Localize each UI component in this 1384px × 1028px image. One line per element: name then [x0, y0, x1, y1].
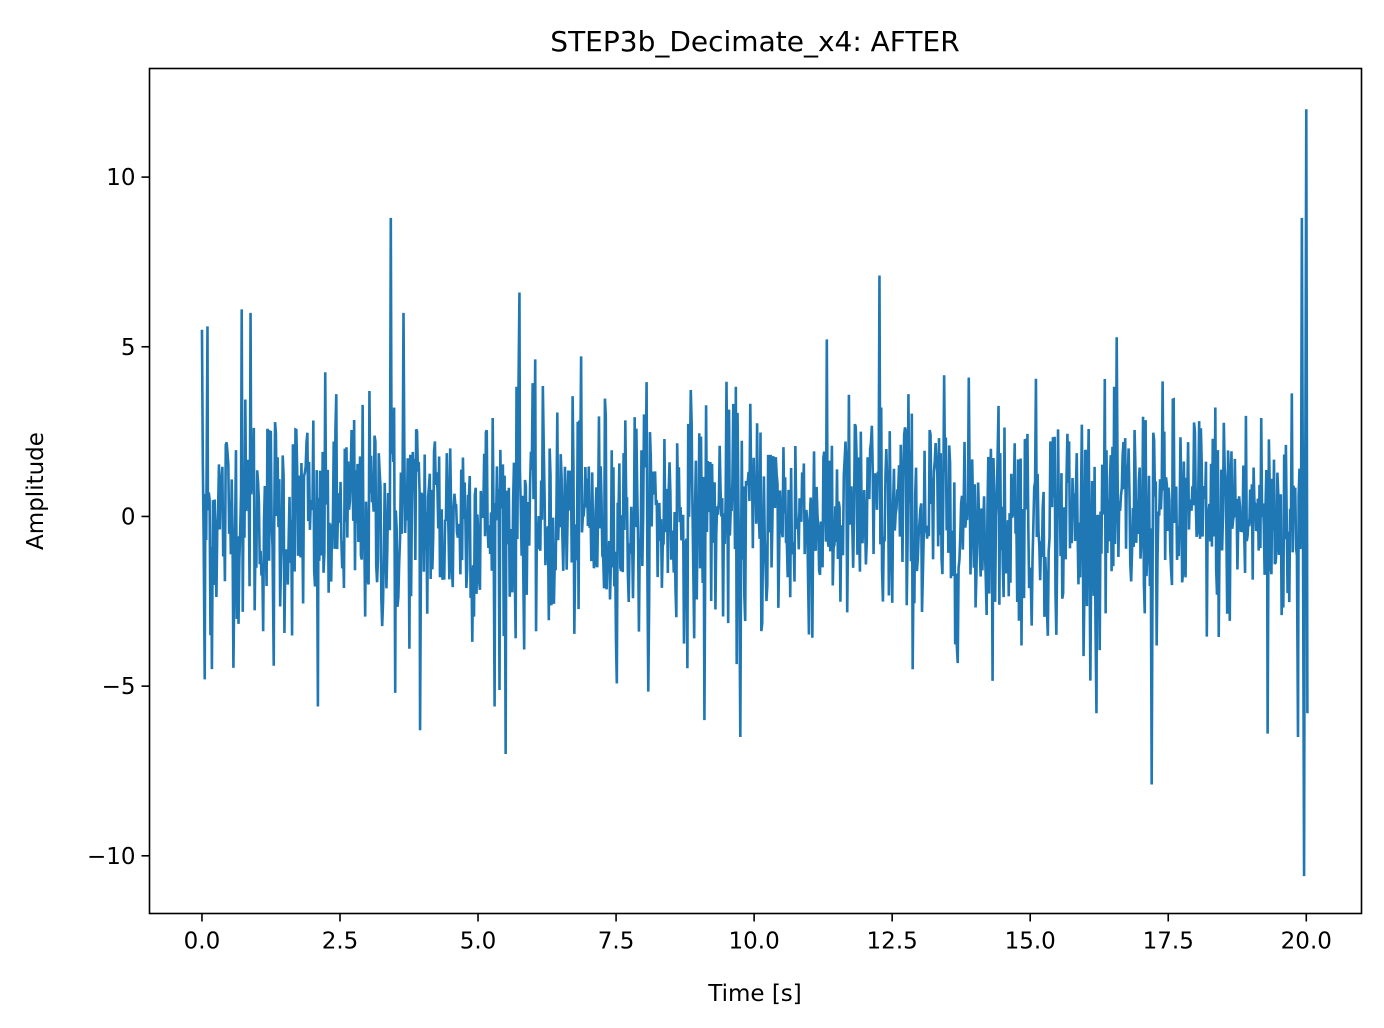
x-tick-label: 17.5 — [1143, 929, 1194, 955]
x-tick-label: 12.5 — [867, 929, 918, 955]
x-tick-label: 10.0 — [729, 929, 780, 955]
x-tick-label: 15.0 — [1005, 929, 1056, 955]
x-tick-label: 5.0 — [460, 929, 497, 955]
axes-frame — [148, 67, 1363, 915]
chart-title: STEP3b_Decimate_x4: AFTER — [550, 25, 959, 58]
x-tick-label: 7.5 — [598, 929, 635, 955]
plot-area — [148, 67, 1363, 915]
x-tick-label: 20.0 — [1281, 929, 1332, 955]
y-axis: −10 −5 0 5 10 — [87, 165, 150, 870]
y-tick-label: −5 — [102, 674, 136, 700]
x-axis-label: Time [s] — [707, 981, 802, 1007]
x-tick-label: 0.0 — [184, 929, 221, 955]
x-axis: 0.0 2.5 5.0 7.5 10.0 12.5 15.0 17.5 20.0 — [184, 913, 1332, 955]
series-line — [200, 109, 1309, 877]
x-tick-label: 2.5 — [322, 929, 359, 955]
y-axis-label: Amplitude — [23, 432, 49, 550]
y-tick-label: −10 — [87, 844, 136, 870]
y-tick-label: 0 — [121, 504, 136, 530]
y-tick-label: 10 — [106, 165, 135, 191]
y-tick-label: 5 — [121, 335, 136, 361]
series-layer — [200, 109, 1309, 877]
